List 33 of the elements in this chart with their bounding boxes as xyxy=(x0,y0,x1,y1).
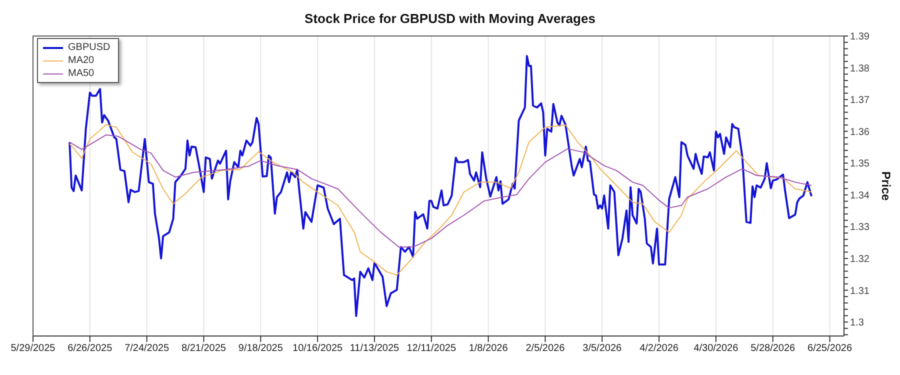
x-tick-label: 8/21/2025 xyxy=(181,343,226,354)
y-tick-label: 1.39 xyxy=(850,32,870,43)
y-tick-label: 1.31 xyxy=(850,286,870,297)
y-tick-label: 1.33 xyxy=(850,222,870,234)
x-tick-label: 7/24/2025 xyxy=(124,343,170,354)
x-tick-label: 11/13/2025 xyxy=(350,343,400,354)
line-series xyxy=(68,55,812,317)
line-series xyxy=(69,124,812,276)
y-tick-label: 1.32 xyxy=(850,254,870,266)
line-series xyxy=(69,134,812,248)
chart-title: Stock Price for GBPUSD with Moving Averages xyxy=(304,10,596,28)
x-tick-label: 5/29/2025 xyxy=(10,343,56,354)
x-tick-label: 10/16/2025 xyxy=(292,343,344,354)
y-tick-label: 1.35 xyxy=(850,158,870,170)
x-tick-label: 3/5/2026 xyxy=(582,343,622,354)
x-tick-label: 4/2/2026 xyxy=(640,343,679,354)
legend-label: MA50 xyxy=(68,68,94,79)
x-tick-label: 9/18/2025 xyxy=(238,343,284,354)
y-tick-label: 1.38 xyxy=(850,63,870,74)
legend-label: MA20 xyxy=(68,55,94,66)
x-tick-label: 4/30/2026 xyxy=(694,343,739,354)
y-tick-label: 1.34 xyxy=(850,190,870,202)
x-tick-label: 6/26/2025 xyxy=(68,343,113,354)
y-axis-title: Price xyxy=(878,171,893,201)
x-tick-label: 12/11/2025 xyxy=(406,343,456,354)
legend-label: GBPUSD xyxy=(68,42,110,53)
y-tick-label: 1.36 xyxy=(850,126,870,138)
x-tick-label: 5/28/2026 xyxy=(750,343,796,354)
y-tick-label: 1.37 xyxy=(850,95,870,106)
x-tick-label: 6/25/2026 xyxy=(808,343,852,354)
x-tick-label: 2/5/2026 xyxy=(526,343,566,354)
x-tick-label: 1/8/2026 xyxy=(468,343,508,354)
y-tick-label: 1.3 xyxy=(850,318,864,329)
